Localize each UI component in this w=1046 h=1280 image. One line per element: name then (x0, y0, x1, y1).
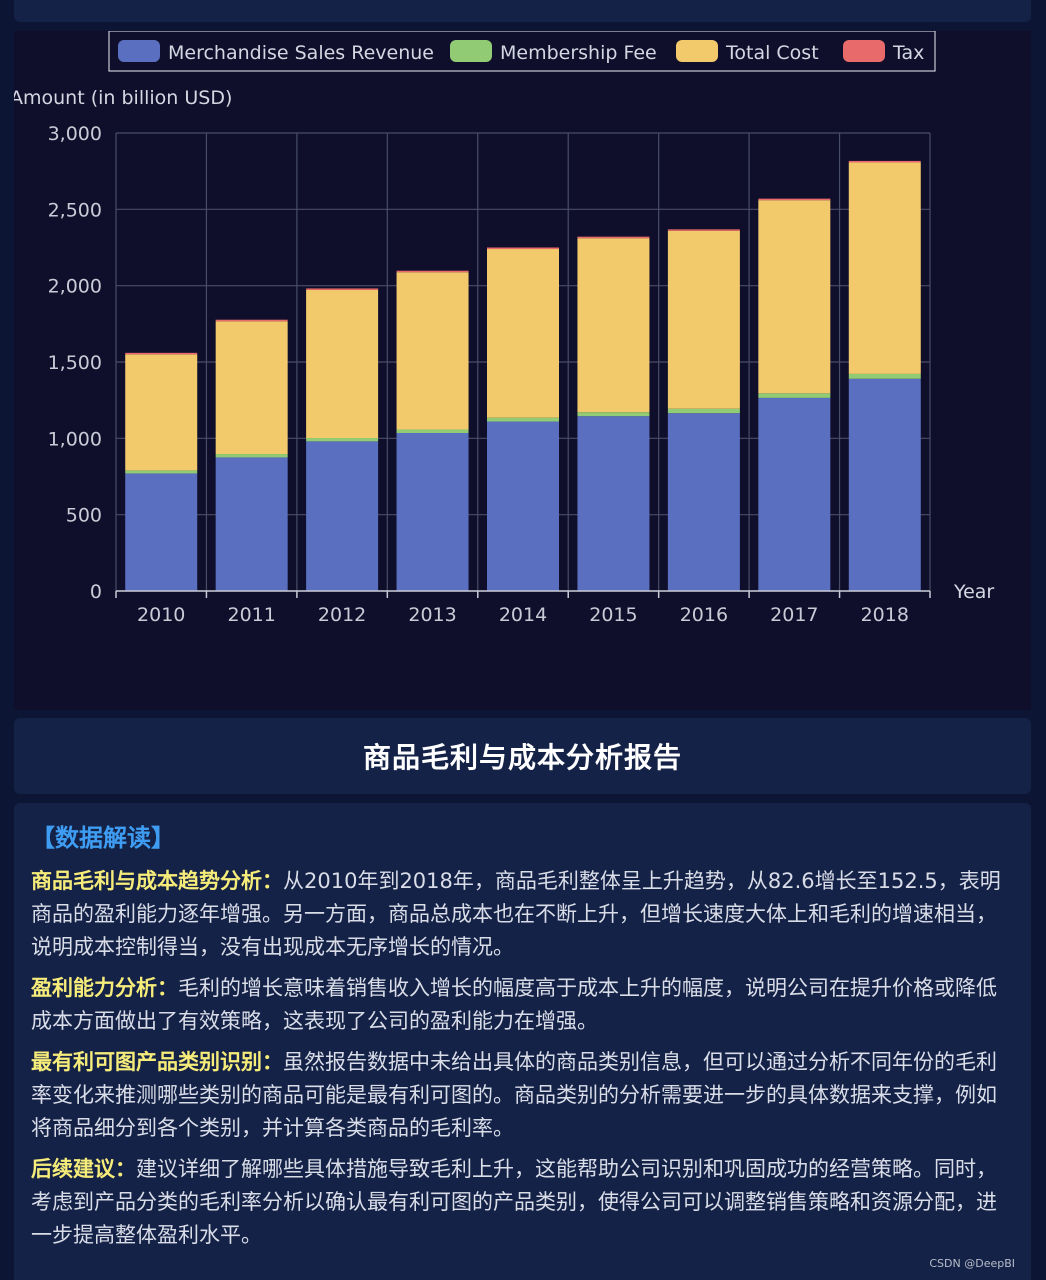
chart-panel: Merchandise Sales Revenue Membership Fee T… (14, 31, 1031, 710)
y-tick-label: 2,000 (48, 276, 102, 298)
watermark: CSDN @DeepBI (929, 1257, 1015, 1270)
bar-segment (487, 417, 559, 422)
report-panel: 【数据解读】 商品毛利与成本趋势分析：从2010年到2018年，商品毛利整体呈上… (14, 803, 1031, 1280)
bar-segment (577, 416, 650, 591)
y-tick-label: 0 (90, 581, 102, 603)
chart-legend: Merchandise Sales Revenue Membership Fee T… (108, 31, 936, 72)
bar-segment (758, 393, 831, 398)
chart-axes: 2010 2011 2012 2013 2014 2015 2016 2017 2018 (115, 590, 931, 626)
bar-segment (667, 229, 740, 231)
bar-segment (125, 354, 198, 471)
legend-swatch (676, 40, 718, 62)
bar-segment (215, 454, 288, 458)
bar-segment (667, 230, 740, 409)
legend-item: Merchandise Sales Revenue (118, 40, 434, 64)
legend-swatch (843, 40, 885, 62)
y-axis-label: Amount (in billion USD) (14, 87, 232, 109)
bar-segment (396, 432, 469, 591)
bar-segment (667, 408, 740, 414)
bar-segment (848, 378, 921, 591)
section-heading: 【数据解读】 (31, 824, 175, 852)
legend-label: Membership Fee (500, 42, 657, 64)
x-tick-label: 2018 (861, 604, 909, 626)
paragraph-heading: 盈利能力分析： (31, 976, 178, 1000)
bar-segment (306, 441, 379, 591)
bar-segment (215, 319, 288, 322)
x-tick-label: 2011 (227, 604, 275, 626)
bar-segment (848, 162, 921, 374)
bar-segment (215, 457, 288, 591)
legend-item: Membership Fee (450, 40, 657, 64)
paragraph-heading: 最有利可图产品类别识别： (31, 1050, 283, 1074)
y-tick-label: 3,000 (48, 123, 102, 145)
report-title: 商品毛利与成本分析报告 (362, 741, 682, 774)
bar-segment (306, 288, 379, 290)
bar-segment (396, 272, 469, 430)
bar-segment (306, 438, 379, 442)
x-tick-label: 2014 (499, 604, 547, 626)
x-tick-label: 2015 (589, 604, 637, 626)
y-tick-label: 500 (66, 505, 102, 527)
x-axis-label: Year (953, 581, 994, 603)
report-paragraph-category: 最有利可图产品类别识别：虽然报告数据中未给出具体的商品类别信息，但可以通过分析不… (31, 1046, 1013, 1145)
legend-label: Merchandise Sales Revenue (168, 42, 434, 64)
x-tick-label: 2012 (318, 604, 366, 626)
bar-segment (125, 470, 198, 474)
x-tick-label: 2013 (408, 604, 456, 626)
paragraph-body: 从2010年到2018年，商品毛利整体呈上升趋势，从82.6增长至152.5，表… (31, 869, 1001, 959)
bar-segment (848, 160, 921, 163)
report-paragraph-profitability: 盈利能力分析：毛利的增长意味着销售收入增长的幅度高于成本上升的幅度，说明公司在提… (31, 972, 1013, 1038)
bar-segment (577, 236, 650, 239)
x-tick-label: 2017 (770, 604, 818, 626)
paragraph-body: 毛利的增长意味着销售收入增长的幅度高于成本上升的幅度，说明公司在提升价格或降低成… (31, 976, 997, 1033)
bar-segment (667, 413, 740, 591)
report-title-panel: 商品毛利与成本分析报告 (14, 718, 1031, 794)
legend-item: Tax (843, 40, 924, 64)
top-panel-strip (14, 0, 1031, 22)
x-tick-label: 2016 (680, 604, 728, 626)
bar-segment (487, 421, 559, 591)
x-tick-label: 2010 (137, 604, 185, 626)
y-tick-label: 2,500 (48, 199, 102, 221)
legend-swatch (450, 40, 492, 62)
paragraph-heading: 后续建议： (31, 1157, 136, 1181)
report-paragraph-trend: 商品毛利与成本趋势分析：从2010年到2018年，商品毛利整体呈上升趋势，从82… (31, 865, 1013, 964)
paragraph-heading: 商品毛利与成本趋势分析： (31, 869, 283, 893)
bar-segment (306, 289, 379, 439)
legend-swatch (118, 40, 160, 62)
bar-segment (758, 200, 831, 394)
chart-bars (125, 160, 921, 591)
bar-segment (758, 198, 831, 201)
bar-segment (125, 352, 198, 355)
bar-segment (215, 321, 288, 455)
bar-segment (125, 473, 198, 591)
y-tick-label: 1,500 (48, 352, 102, 374)
legend-frame (108, 31, 936, 72)
bar-segment (396, 270, 469, 273)
bar-segment (848, 373, 921, 379)
bar-segment (487, 249, 559, 418)
y-tick-label: 1,000 (48, 428, 102, 450)
legend-label: Total Cost (725, 42, 819, 64)
report-paragraph-suggestions: 后续建议：建议详细了解哪些具体措施导致毛利上升，这能帮助公司识别和巩固成功的经营… (31, 1153, 1013, 1252)
legend-item: Total Cost (676, 40, 819, 64)
bar-segment (396, 429, 469, 433)
bar-segment (577, 412, 650, 417)
legend-label: Tax (892, 42, 924, 64)
paragraph-body: 建议详细了解哪些具体措施导致毛利上升，这能帮助公司识别和巩固成功的经营策略。同时… (31, 1157, 997, 1247)
bar-segment (487, 247, 559, 250)
stacked-bar-chart: Merchandise Sales Revenue Membership Fee T… (14, 31, 994, 626)
paragraph-body: 虽然报告数据中未给出具体的商品类别信息，但可以通过分析不同年份的毛利率变化来推测… (31, 1050, 997, 1140)
bar-segment (577, 238, 650, 413)
bar-segment (758, 397, 831, 591)
